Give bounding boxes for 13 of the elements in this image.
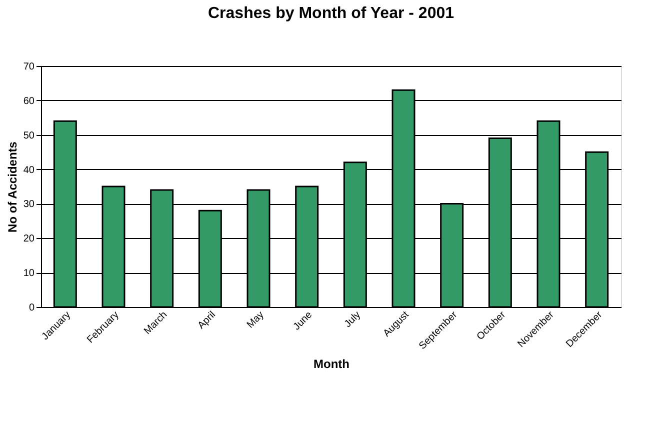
y-tick-label: 10 [23,268,35,280]
y-tick-label: 40 [23,164,35,176]
y-tick-label: 50 [23,130,35,142]
y-tick-label: 60 [23,96,35,107]
y-tick-label: 30 [23,199,35,210]
y-tick-label: 70 [23,62,35,72]
x-tick-label: July [342,310,363,330]
x-tick-label: May [245,310,266,331]
y-tick-label: 20 [23,234,35,245]
chart-title: Crashes by Month of Year - 2001 [208,5,454,22]
y-tick-label: 0 [28,302,35,314]
x-axis-title: Month [314,357,350,372]
y-axis-title: No of Accidents [5,141,20,232]
